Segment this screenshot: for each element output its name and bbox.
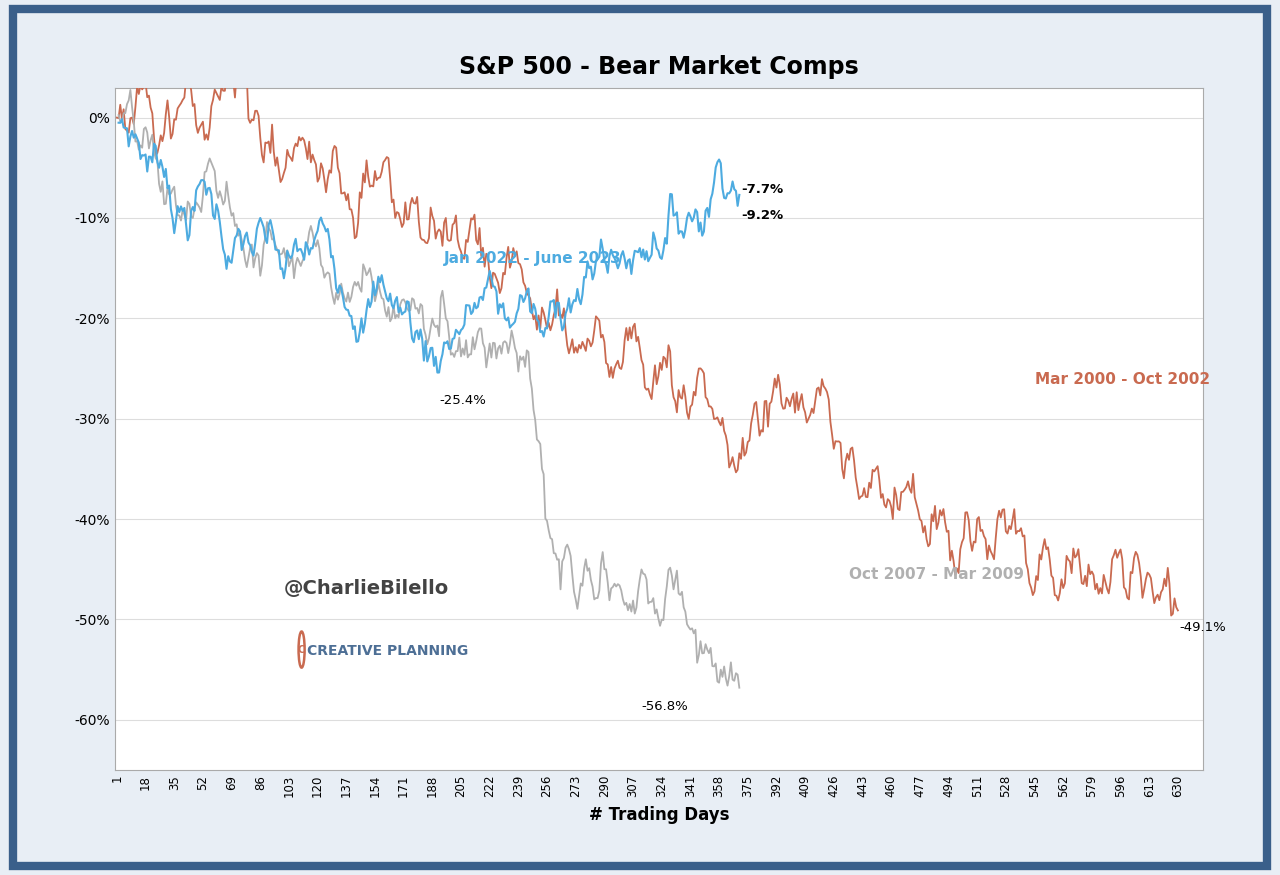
Text: -49.1%: -49.1% <box>1180 621 1226 634</box>
Text: Oct 2007 - Mar 2009: Oct 2007 - Mar 2009 <box>849 567 1024 582</box>
Text: Jan 2022 - June 2023: Jan 2022 - June 2023 <box>444 251 622 266</box>
Text: @CharlieBilello: @CharlieBilello <box>284 579 449 598</box>
Title: S&P 500 - Bear Market Comps: S&P 500 - Bear Market Comps <box>460 54 859 79</box>
Text: -56.8%: -56.8% <box>641 700 689 713</box>
Text: -9.2%: -9.2% <box>741 209 783 222</box>
X-axis label: # Trading Days: # Trading Days <box>589 806 730 823</box>
Text: -25.4%: -25.4% <box>439 394 486 407</box>
Text: C: C <box>298 645 305 654</box>
Text: CREATIVE PLANNING: CREATIVE PLANNING <box>307 644 468 658</box>
Text: Mar 2000 - Oct 2002: Mar 2000 - Oct 2002 <box>1034 372 1210 387</box>
Text: -7.7%: -7.7% <box>741 184 783 196</box>
